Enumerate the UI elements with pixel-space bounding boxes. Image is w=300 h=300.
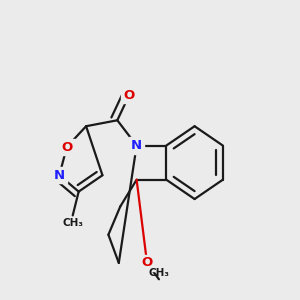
Text: N: N (131, 139, 142, 152)
Bar (129, 137, 144, 154)
Bar (139, 255, 155, 271)
Text: O: O (141, 256, 153, 269)
Text: O: O (124, 88, 135, 101)
Text: CH₃: CH₃ (148, 268, 170, 278)
Text: CH₃: CH₃ (62, 218, 83, 228)
Text: O: O (61, 140, 72, 154)
Bar (122, 87, 137, 103)
Bar (59, 139, 74, 155)
Text: N: N (54, 169, 65, 182)
Bar (52, 167, 67, 183)
